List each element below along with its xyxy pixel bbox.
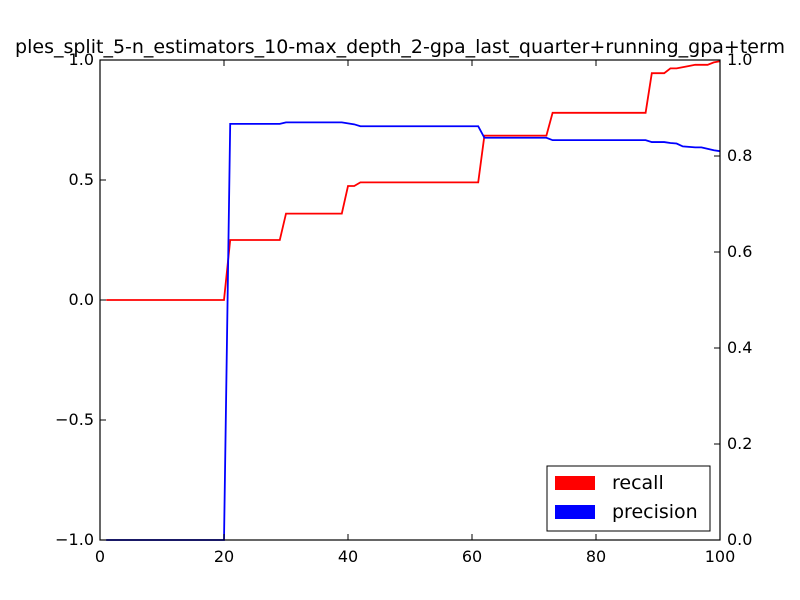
y-right-tick-label: 0.4 [727, 338, 752, 357]
legend-label-precision: precision [612, 501, 698, 523]
chart-title: ples_split_5-n_estimators_10-max_depth_2… [15, 36, 785, 58]
y-right-tick-label: 0.8 [727, 146, 752, 165]
legend: recall precision [546, 465, 711, 532]
series-line-precision [106, 121, 721, 541]
x-axis: 0 20 40 60 80 100 [95, 60, 735, 566]
y-right-tick-label: 0.6 [727, 242, 752, 261]
legend-swatch-precision [555, 505, 595, 519]
x-tick-label: 60 [462, 547, 482, 566]
x-tick-label: 100 [705, 547, 736, 566]
x-tick-label: 20 [214, 547, 234, 566]
legend-swatch-recall [555, 476, 595, 490]
y-right-tick-label: 0.2 [727, 434, 752, 453]
x-tick-label: 0 [95, 547, 105, 566]
plot-lines [106, 60, 721, 541]
y-right-tick-label: 0.0 [727, 530, 752, 549]
y-left-tick-label: −1.0 [55, 530, 94, 549]
y-left-tick-label: 0.5 [69, 170, 94, 189]
x-tick-label: 40 [338, 547, 358, 566]
y-left-tick-label: 1.0 [69, 50, 94, 69]
y-left-tick-label: 0.0 [69, 290, 94, 309]
y-right-tick-label: 1.0 [727, 50, 752, 69]
y-left-tick-label: −0.5 [55, 410, 94, 429]
y-axis-left: −1.0 −0.5 0.0 0.5 1.0 [55, 50, 106, 549]
legend-label-recall: recall [612, 472, 664, 494]
x-tick-label: 80 [586, 547, 606, 566]
y-axis-right: 0.0 0.2 0.4 0.6 0.8 1.0 [714, 50, 752, 549]
series-line-recall [106, 60, 721, 301]
